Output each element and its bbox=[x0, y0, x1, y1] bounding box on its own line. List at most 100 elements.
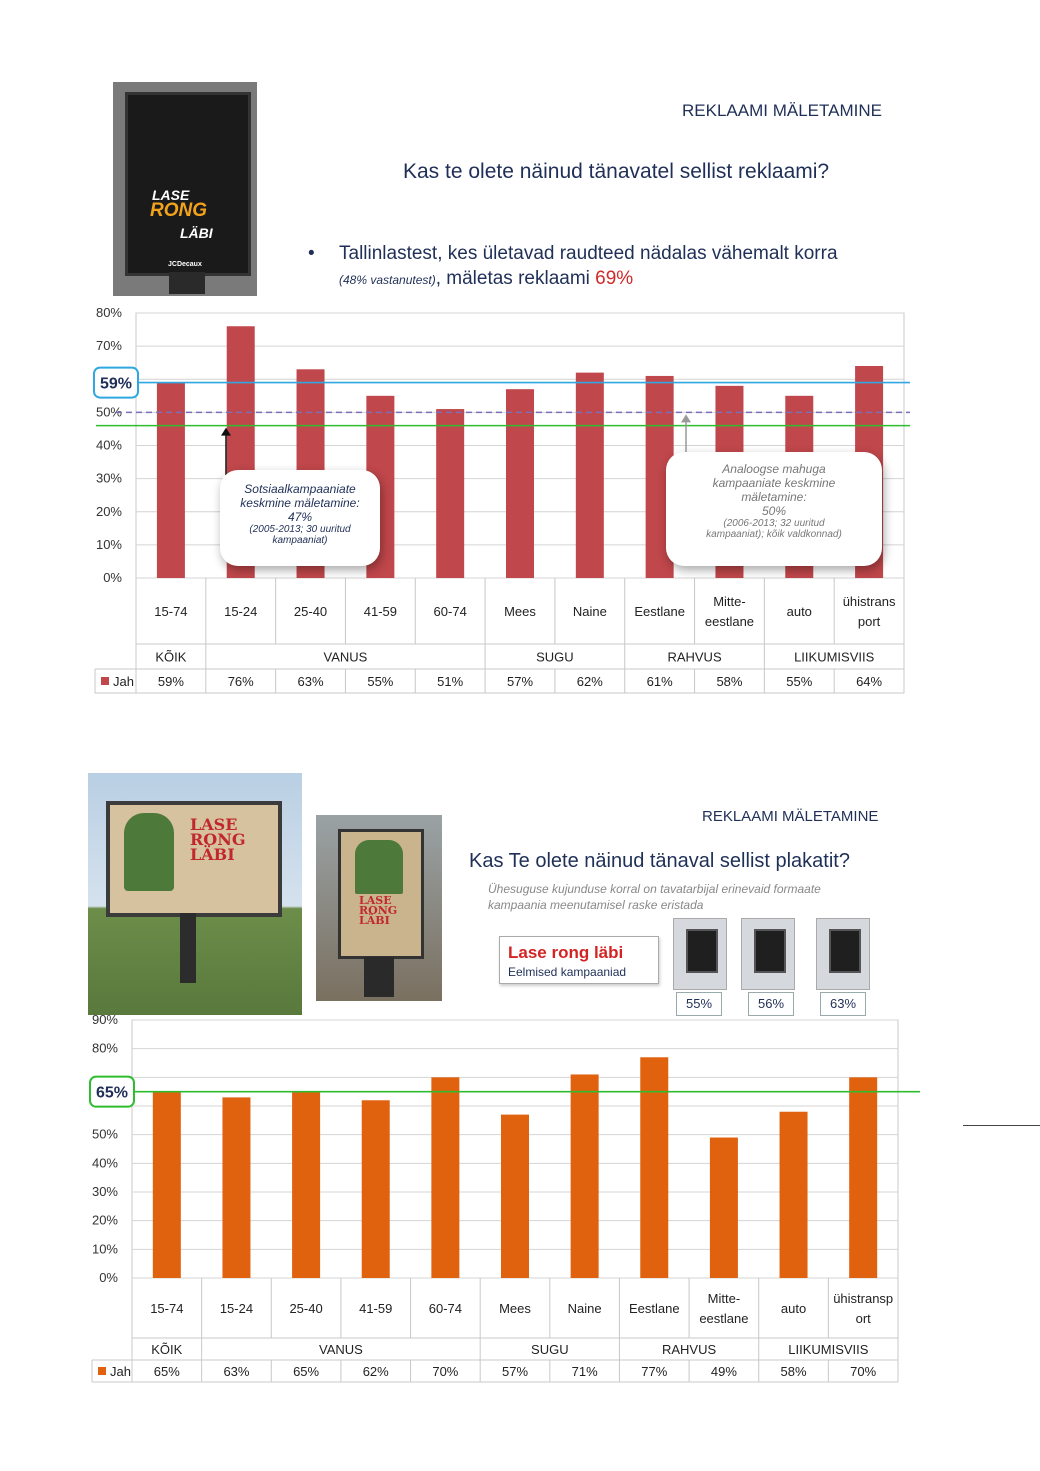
bullet-note: (48% vastanutest) bbox=[339, 273, 436, 287]
bar-15-24 bbox=[222, 1097, 251, 1278]
y-tick-label: 10% bbox=[92, 1241, 118, 1256]
category-label: eestlane bbox=[699, 1311, 748, 1326]
category-label: 60-74 bbox=[434, 604, 467, 619]
data-label: 55% bbox=[786, 674, 812, 689]
category-label: Naine bbox=[573, 604, 607, 619]
category-label: ühistransp bbox=[833, 1291, 893, 1306]
data-label: 57% bbox=[507, 674, 533, 689]
data-label: 59% bbox=[158, 674, 184, 689]
legend-swatch bbox=[101, 677, 109, 685]
campaign-poster-photo-1: LASE RONG LÄBI JCDecaux bbox=[113, 82, 257, 296]
data-label: 51% bbox=[437, 674, 463, 689]
data-label: 70% bbox=[850, 1364, 876, 1379]
y-tick-label: 40% bbox=[96, 438, 122, 453]
category-label: Mitte- bbox=[713, 594, 746, 609]
billboard-photo: LASE RONG LÄBI bbox=[88, 773, 302, 1015]
category-label: auto bbox=[787, 604, 812, 619]
group-label: LIIKUMISVIIS bbox=[788, 1342, 869, 1357]
data-label: 70% bbox=[432, 1364, 458, 1379]
average-highlight-label: 59% bbox=[100, 376, 132, 393]
thumb-poster bbox=[754, 929, 786, 973]
y-tick-label: 70% bbox=[96, 338, 122, 353]
poster-text-line1: LASE bbox=[152, 187, 190, 203]
billboard-figure bbox=[124, 813, 174, 891]
campaign-legend-box: Lase rong läbi Eelmised kampaaniad bbox=[499, 936, 659, 984]
callout-right-line5: (2006-2013; 32 uuritud bbox=[723, 518, 825, 529]
category-label: Mees bbox=[504, 604, 536, 619]
side-rule bbox=[963, 1125, 1040, 1126]
data-label: 55% bbox=[367, 674, 393, 689]
section-label-2: REKLAAMI MÄLETAMINE bbox=[702, 808, 879, 825]
data-label: 65% bbox=[293, 1364, 319, 1379]
arrow-head bbox=[221, 427, 231, 436]
question-1: Kas te olete näinud tänavatel sellist re… bbox=[403, 160, 830, 183]
group-label: VANUS bbox=[319, 1342, 363, 1357]
average-highlight-label: 65% bbox=[96, 1085, 128, 1102]
poster-text-line2: RONG bbox=[150, 200, 207, 221]
poster-brand: JCDecaux bbox=[168, 261, 202, 268]
group-label: LIIKUMISVIIS bbox=[794, 650, 875, 665]
y-tick-label: 50% bbox=[92, 1127, 118, 1142]
category-label: 25-40 bbox=[294, 604, 327, 619]
group-label: VANUS bbox=[324, 650, 368, 665]
group-label: KÕIK bbox=[151, 1342, 182, 1357]
recall-chart-2: 0% 10% 20% 30% 40% 50% 80% 90% 65% KÕIK VANUS SUGU R… bbox=[89, 1012, 920, 1383]
data-label: 57% bbox=[502, 1364, 528, 1379]
callout-similar-campaigns: Analoogse mahuga kampaaniate keskmine mä… bbox=[666, 452, 882, 566]
y-tick-label: 80% bbox=[96, 305, 122, 320]
bullet-tail: , mäletas reklaami bbox=[435, 268, 596, 289]
y-tick-label: 10% bbox=[96, 537, 122, 552]
data-label: 65% bbox=[154, 1364, 180, 1379]
question-2: Kas Te olete näinud tänaval sellist plak… bbox=[469, 850, 850, 872]
category-label: ort bbox=[856, 1311, 872, 1326]
category-label: Eestlane bbox=[634, 604, 685, 619]
poster-base bbox=[169, 272, 205, 294]
bar-15-74 bbox=[152, 1091, 181, 1278]
bar-15-74 bbox=[156, 382, 185, 578]
billboard-text-line2: RONG bbox=[190, 830, 246, 849]
category-label: 15-24 bbox=[224, 604, 257, 619]
bar-60-74 bbox=[431, 1077, 460, 1278]
y-tick-label: 90% bbox=[92, 1012, 118, 1027]
billboard-board: LASE RONG LÄBI bbox=[106, 801, 282, 917]
bullet-main-text: Tallinlastest, kes ületavad raudteed näd… bbox=[339, 243, 838, 264]
billboard-text-line1: LASE bbox=[190, 815, 238, 834]
bar-Naine bbox=[570, 1074, 599, 1278]
category-label: Naine bbox=[568, 1301, 602, 1316]
bar-41-59 bbox=[361, 1100, 390, 1278]
bullet-second-line: (48% vastanutest), mäletas reklaami 69% bbox=[339, 268, 633, 290]
series-name: Jah bbox=[110, 1364, 131, 1379]
callout-right-line2: kampaaniate keskmine bbox=[712, 476, 836, 490]
y-tick-label: 20% bbox=[92, 1213, 118, 1228]
thumb-poster bbox=[829, 929, 861, 973]
arrow-head bbox=[681, 414, 691, 423]
category-label: 15-74 bbox=[150, 1301, 183, 1316]
data-label: 64% bbox=[856, 674, 882, 689]
bar-60-74 bbox=[436, 409, 465, 578]
data-label: 58% bbox=[781, 1364, 807, 1379]
y-tick-label: 30% bbox=[96, 471, 122, 486]
category-label: Eestlane bbox=[629, 1301, 680, 1316]
category-label: 15-24 bbox=[220, 1301, 253, 1316]
callout-social-campaigns: Sotsiaalkampaaniate keskmine mäletamine:… bbox=[220, 470, 380, 566]
callout-right-line1: Analoogse mahuga bbox=[722, 462, 826, 476]
y-tick-label: 0% bbox=[103, 570, 122, 585]
poster2-base bbox=[364, 957, 394, 997]
previous-campaign-thumb-3 bbox=[816, 918, 870, 990]
thumb-value-1: 55% bbox=[676, 992, 722, 1016]
data-label: 63% bbox=[223, 1364, 249, 1379]
callout-right-line4: 50% bbox=[761, 504, 787, 518]
category-label: 60-74 bbox=[429, 1301, 462, 1316]
legend-title: Lase rong läbi bbox=[508, 943, 624, 962]
series-name: Jah bbox=[113, 674, 134, 689]
callout-left-line2: keskmine mäletamine: bbox=[240, 496, 360, 510]
y-tick-label: 30% bbox=[92, 1184, 118, 1199]
poster2-frame: LASE RONG LÄBI bbox=[338, 829, 424, 959]
bar-Naine bbox=[575, 372, 604, 578]
average-highlight-box bbox=[93, 366, 139, 399]
data-label: 58% bbox=[716, 674, 742, 689]
poster2-text-line1: LASE bbox=[359, 894, 392, 907]
poster2-text-line3: LÄBI bbox=[359, 914, 390, 927]
y-tick-label: 40% bbox=[92, 1155, 118, 1170]
data-label: 61% bbox=[647, 674, 673, 689]
